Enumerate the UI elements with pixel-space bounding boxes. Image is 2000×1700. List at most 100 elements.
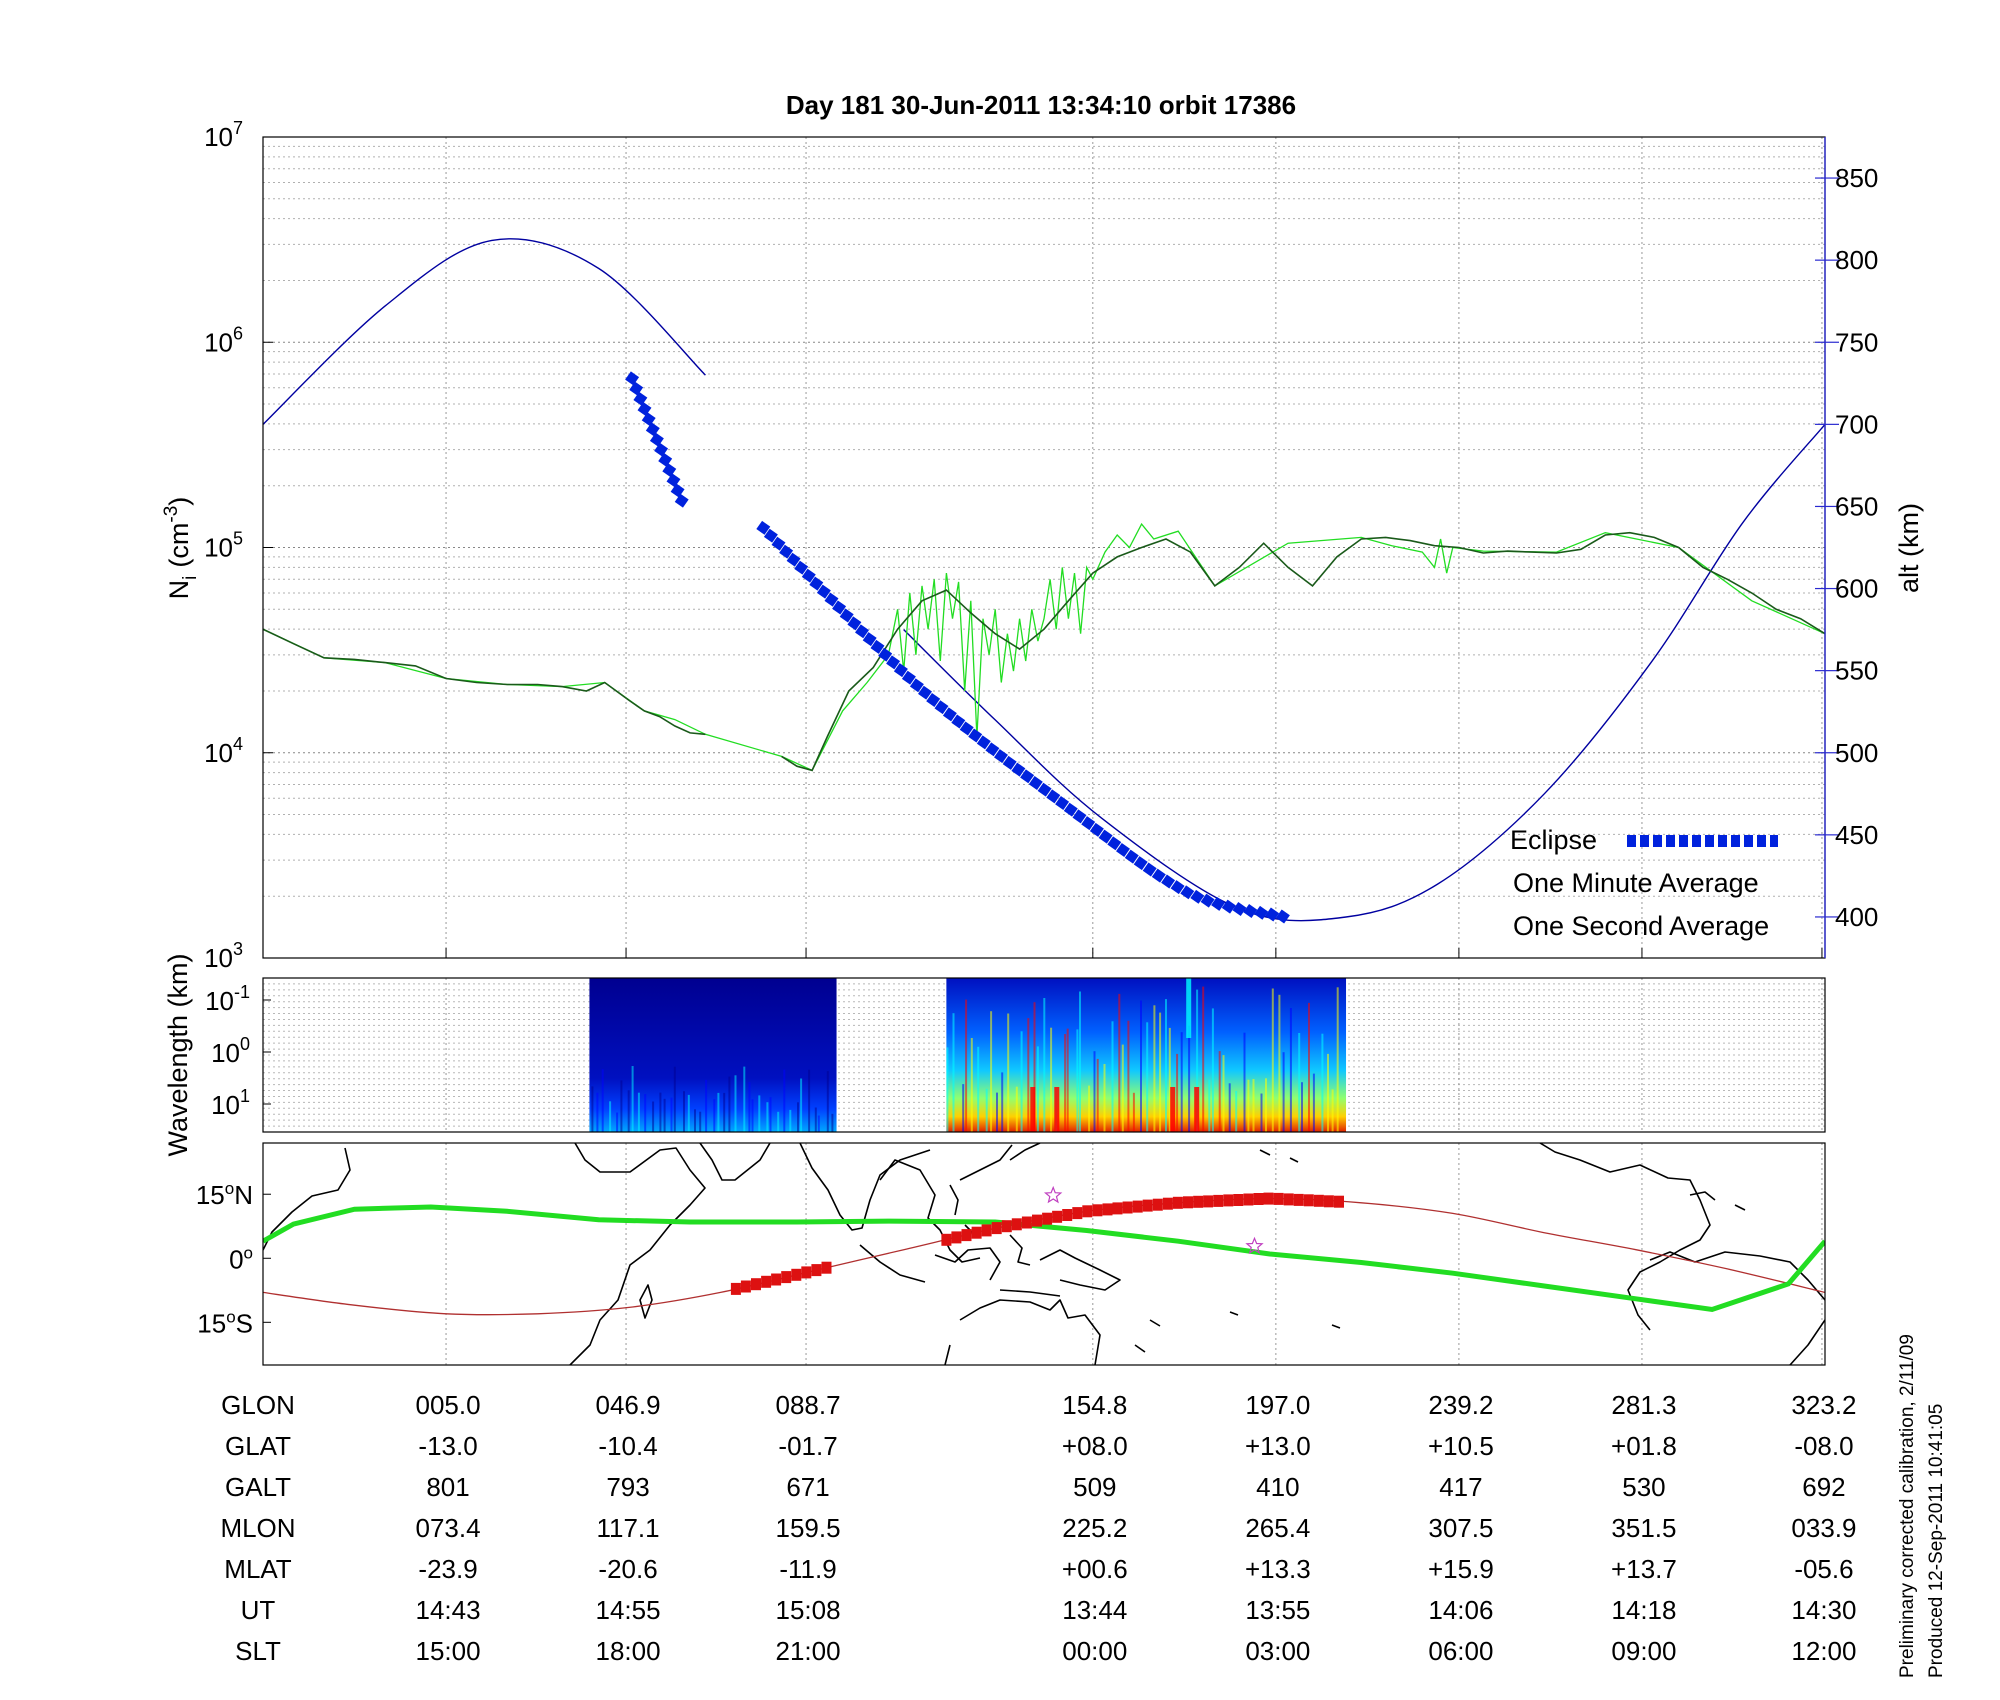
footnote-produced: Produced 12-Sep-2011 10:41:05 bbox=[1926, 1404, 1947, 1678]
eclipse-track-marker bbox=[1001, 1220, 1012, 1233]
eclipse-marker bbox=[649, 432, 664, 447]
latitude-degrees: 15 bbox=[197, 1308, 226, 1338]
altitude-axis-label: alt (km) bbox=[1894, 503, 1924, 593]
ephemeris-cell: 117.1 bbox=[596, 1513, 659, 1543]
spectrogram-streak bbox=[663, 1098, 666, 1132]
eclipse-track-marker bbox=[1042, 1212, 1053, 1225]
tick-exponent: 1 bbox=[240, 1086, 250, 1106]
altitude-y-tick-label: 400 bbox=[1835, 902, 1878, 932]
eclipse-track-marker bbox=[1011, 1218, 1022, 1231]
eclipse-marker bbox=[629, 381, 644, 396]
spectrogram-streak bbox=[996, 1092, 998, 1132]
eclipse-marker bbox=[756, 520, 771, 535]
spectrogram-streak bbox=[609, 1101, 612, 1132]
eclipse-ground-track bbox=[730, 1192, 1344, 1295]
eclipse-marker bbox=[1180, 885, 1195, 900]
spectrogram-streak bbox=[1188, 1025, 1191, 1132]
eclipse-track-marker bbox=[1072, 1207, 1083, 1220]
spectrogram-hot-streak bbox=[1030, 1087, 1036, 1132]
density-axis-label: Ni (cm-3) bbox=[161, 497, 201, 600]
conjugate-star bbox=[1245, 1236, 1264, 1255]
eclipse-marker bbox=[809, 576, 824, 591]
ephemeris-cell: -08.0 bbox=[1794, 1431, 1853, 1461]
ephemeris-cell: 033.9 bbox=[1791, 1513, 1856, 1543]
ephemeris-cell: +10.5 bbox=[1428, 1431, 1494, 1461]
spectrogram-streak bbox=[1228, 1083, 1231, 1132]
spectrogram-streak bbox=[683, 1091, 685, 1132]
density-axis-subscript: i bbox=[180, 576, 201, 580]
eclipse-track-marker bbox=[1082, 1205, 1093, 1218]
eclipse-marker bbox=[901, 670, 916, 685]
eclipse-marker bbox=[645, 422, 660, 437]
eclipse-marker bbox=[674, 493, 689, 508]
ephemeris-cell: 15:00 bbox=[416, 1636, 481, 1666]
ephemeris-cell: 197.0 bbox=[1245, 1390, 1310, 1420]
ephemeris-cell: 417 bbox=[1439, 1472, 1482, 1502]
density-axis-unit: (cm bbox=[164, 523, 194, 568]
ephemeris-cell: 14:55 bbox=[596, 1595, 661, 1625]
ephemeris-cell: 239.2 bbox=[1428, 1390, 1493, 1420]
eclipse-track-marker bbox=[1263, 1192, 1274, 1205]
altitude-y-tick-label: 500 bbox=[1835, 738, 1878, 768]
eclipse-marker bbox=[862, 632, 877, 647]
ephemeris-cell: -05.6 bbox=[1794, 1554, 1853, 1584]
spectrogram-streak bbox=[962, 1084, 965, 1132]
coastline-philippines bbox=[949, 1184, 976, 1236]
eclipse-marker bbox=[832, 600, 847, 615]
tick-base: 10 bbox=[204, 327, 233, 357]
ephemeris-cell: 046.9 bbox=[596, 1390, 661, 1420]
eclipse-marker bbox=[654, 442, 669, 457]
spectrogram-streak bbox=[1027, 1018, 1030, 1132]
eclipse-track-marker bbox=[1183, 1196, 1193, 1209]
coastline-americas bbox=[1539, 1143, 1825, 1365]
tick-base: 10 bbox=[204, 943, 233, 973]
eclipse-marker bbox=[1170, 880, 1185, 895]
spectrogram-streak bbox=[1271, 988, 1274, 1132]
spectrogram-streak bbox=[670, 1097, 673, 1132]
spectrogram-streak bbox=[1218, 1051, 1221, 1132]
spectrogram-hot-streak bbox=[1170, 1087, 1176, 1132]
density-y-tick-label: 106 bbox=[204, 323, 243, 357]
ephemeris-cell: 509 bbox=[1073, 1472, 1116, 1502]
spectrogram-streak bbox=[1243, 1032, 1246, 1132]
latitude-degrees: 15 bbox=[196, 1180, 225, 1210]
ephemeris-cell: 088.7 bbox=[776, 1390, 841, 1420]
spectrogram-hot-streak bbox=[1194, 1087, 1200, 1132]
density-y-tick-label: 103 bbox=[204, 939, 243, 973]
legend-eclipse: Eclipse bbox=[1510, 825, 1597, 855]
spectrogram-streak bbox=[705, 1079, 708, 1132]
spectrogram-streak bbox=[1265, 1078, 1267, 1132]
eclipse-track-marker bbox=[1334, 1195, 1344, 1208]
eclipse-marker bbox=[666, 473, 681, 488]
eclipse-track-marker bbox=[771, 1273, 782, 1286]
eclipse-track-marker bbox=[1152, 1198, 1163, 1211]
eclipse-track-marker bbox=[1122, 1201, 1133, 1214]
eclipse-track-marker bbox=[1253, 1193, 1264, 1205]
legend: Eclipse One Minute Average One Second Av… bbox=[1510, 825, 1778, 941]
ephemeris-cell: 13:55 bbox=[1245, 1595, 1310, 1625]
eclipse-markers bbox=[625, 371, 1290, 924]
eclipse-track-marker bbox=[1142, 1199, 1153, 1212]
spectrogram-streak bbox=[601, 1069, 604, 1132]
ephemeris-cell: +13.0 bbox=[1245, 1431, 1311, 1461]
altitude-y-tick-label: 700 bbox=[1835, 409, 1878, 439]
tick-exponent: 5 bbox=[233, 529, 243, 549]
wavelength-y-tick-label: 100 bbox=[211, 1034, 250, 1068]
coastlines bbox=[263, 1143, 1825, 1365]
eclipse-track-marker bbox=[1223, 1194, 1234, 1207]
spectrogram-streak bbox=[758, 1095, 761, 1132]
eclipse-track-marker bbox=[811, 1264, 822, 1277]
ephemeris-cell: 15:08 bbox=[776, 1595, 841, 1625]
eclipse-track-marker bbox=[1062, 1209, 1073, 1221]
legend-one-second: One Second Average bbox=[1513, 911, 1769, 941]
eclipse-marker bbox=[816, 584, 831, 599]
spectrogram-streak bbox=[620, 1080, 623, 1132]
spectrogram-streak bbox=[1118, 993, 1121, 1132]
ephemeris-row-label: SLT bbox=[235, 1636, 281, 1666]
altitude-y-ticks: 400 450 500 550 600 650 700 750 800 850 bbox=[1815, 163, 1878, 932]
eclipse-marker bbox=[839, 608, 854, 623]
figure-title: Day 181 30-Jun-2011 13:34:10 orbit 17386 bbox=[786, 90, 1296, 120]
spectrogram-streak bbox=[985, 1088, 988, 1132]
eclipse-track-marker bbox=[1233, 1194, 1244, 1206]
